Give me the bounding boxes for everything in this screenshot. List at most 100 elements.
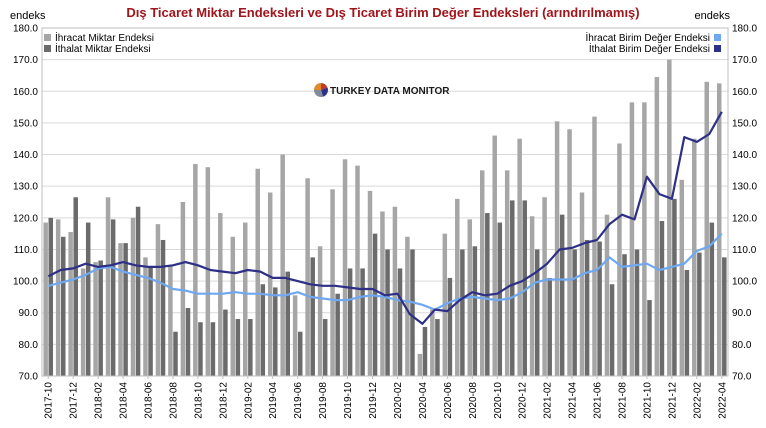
export-qty-bar [280,154,285,376]
x-tick-label: 2021-08 [617,382,628,419]
import-qty-bar [597,241,602,376]
import-qty-bar [98,260,103,376]
export-qty-bar [143,257,148,376]
left-axis-unit-label: endeks [10,10,46,22]
export-qty-bar [43,222,48,376]
import-qty-bar [572,249,577,376]
y-tick-label-left: 100.0 [13,277,38,288]
x-tick-label: 2019-06 [293,382,304,419]
import-qty-bar [285,271,291,376]
import-qty-bar [634,249,640,376]
y-tick-label-left: 150.0 [13,118,38,129]
legend-swatch-import-unit [714,45,721,52]
y-tick-label-left: 160.0 [13,87,38,98]
y-tick-label-right: 110.0 [732,245,757,256]
import-qty-bar [647,300,652,376]
x-tick-label: 2021-02 [543,382,554,419]
x-tick-label: 2020-08 [468,382,479,419]
export-qty-bar [504,170,510,376]
import-qty-bar [360,268,365,376]
import-qty-bar [697,252,702,376]
right-axis-unit-label: endeks [695,10,731,22]
x-tick-label: 2020-12 [518,382,529,419]
import-qty-bar [435,319,440,376]
export-qty-bar [542,197,547,376]
import-qty-bar [410,249,415,376]
legend-swatch-import-qty [44,45,51,52]
import-qty-bar [185,307,191,376]
import-qty-bar [422,326,428,376]
export-qty-bar [479,170,485,376]
import-qty-bar [510,200,515,376]
import-qty-bar [659,220,665,376]
export-qty-bar [118,243,123,376]
export-qty-bar [168,265,173,376]
plot-frame [41,27,729,377]
import-qty-bar [522,200,527,376]
y-tick-label-right: 170.0 [732,55,757,66]
export-qty-bar [517,138,522,376]
import-qty-bar [198,322,203,376]
y-tick-label-left: 80.0 [19,340,39,351]
x-tick-label: 2018-12 [218,382,229,419]
export-qty-bar [130,217,136,376]
import-qty-bar [672,198,677,376]
export-qty-bar [654,77,660,376]
export-qty-bar [629,102,635,376]
y-tick-label-right: 100.0 [732,277,757,288]
x-tick-label: 2017-10 [44,382,55,419]
import-qty-bar [48,217,54,376]
y-tick-label-right: 90.0 [732,308,752,319]
x-tick-label: 2022-02 [692,382,703,419]
import-qty-bar [460,249,465,376]
export-qty-bar [355,165,360,376]
export-qty-bar [642,102,647,376]
x-tick-label: 2021-12 [667,382,678,419]
x-tick-label: 2020-04 [418,382,429,419]
import-qty-bar [684,270,690,376]
export-qty-bar [592,116,597,376]
export-qty-bar [193,164,198,376]
y-tick-label-left: 70.0 [19,372,39,383]
export-qty-bar [317,246,323,376]
watermark-logo-icon [314,83,328,97]
chart-title: Dış Ticaret Miktar Endeksleri ve Dış Tic… [126,5,639,20]
y-tick-label-right: 70.0 [732,372,752,383]
x-tick-label: 2022-04 [717,382,728,419]
export-qty-bar [567,129,572,376]
import-qty-bar [73,197,78,376]
export-unit-value-line [47,232,723,311]
y-tick-label-right: 120.0 [732,213,757,224]
import-qty-bar [148,266,153,376]
x-tick-label: 2018-02 [94,382,105,419]
watermark: TURKEY DATA MONITOR [314,83,450,97]
export-qty-bar [255,168,260,376]
import-qty-bar [372,233,378,376]
export-qty-bar [292,295,298,376]
legend-label-import-unit: İthalat Birim Değer Endeksi [589,42,710,55]
x-tick-label: 2020-02 [393,382,404,419]
export-qty-bar [155,224,161,376]
import-qty-bar [709,222,715,376]
import-unit-value-line [47,111,723,325]
export-qty-bar [342,159,348,376]
legend-swatch-export-unit [714,34,721,41]
import-qty-bar [61,236,66,376]
import-qty-bar [135,206,141,376]
import-qty-bar [322,319,328,376]
legend-right: İhracat Birim Değer Endeksi İthalat Biri… [586,31,721,55]
import-qty-bar [173,331,178,376]
export-qty-bar [604,214,610,376]
x-tick-label: 2020-10 [493,382,504,419]
y-tick-label-right: 160.0 [732,87,757,98]
import-qty-bar [310,257,315,376]
x-tick-label: 2020-06 [443,382,454,419]
x-tick-label: 2018-10 [193,382,204,419]
x-tick-label: 2019-10 [343,382,354,419]
x-tick-label: 2018-04 [119,382,130,419]
y-tick-label-left: 140.0 [13,150,38,161]
y-tick-label-right: 180.0 [732,24,757,35]
import-qty-bar [385,249,390,376]
export-qty-bar [230,236,236,376]
import-qty-bar [235,319,241,376]
